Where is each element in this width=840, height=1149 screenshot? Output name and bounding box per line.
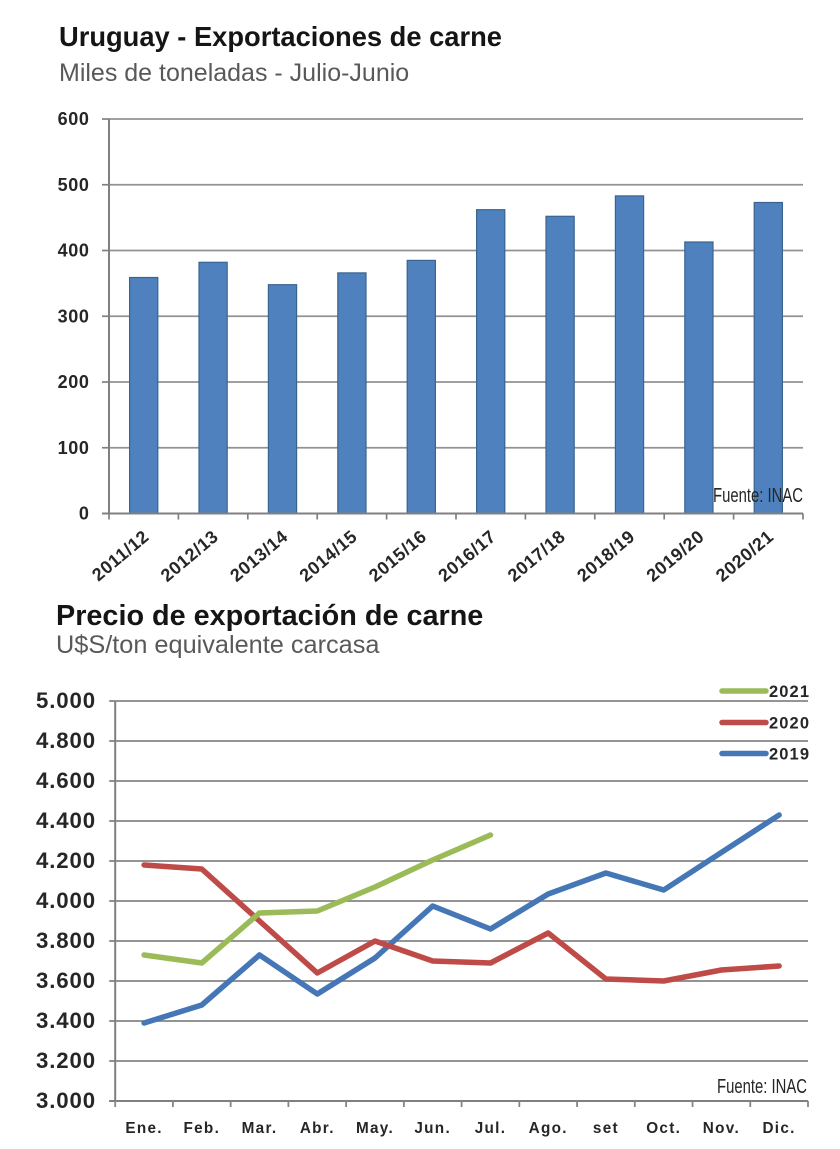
svg-text:4.400: 4.400 bbox=[36, 808, 96, 833]
svg-text:3.400: 3.400 bbox=[36, 1008, 96, 1033]
svg-text:0: 0 bbox=[79, 504, 90, 524]
svg-text:500: 500 bbox=[58, 175, 90, 195]
svg-text:Nov.: Nov. bbox=[703, 1120, 740, 1137]
svg-text:2021: 2021 bbox=[769, 683, 810, 701]
svg-text:4.000: 4.000 bbox=[36, 888, 96, 913]
svg-text:Ago.: Ago. bbox=[529, 1120, 568, 1137]
svg-text:5.000: 5.000 bbox=[36, 688, 96, 713]
svg-text:Jul.: Jul. bbox=[475, 1120, 507, 1137]
svg-text:3.000: 3.000 bbox=[36, 1088, 96, 1113]
svg-text:Dic.: Dic. bbox=[762, 1120, 795, 1137]
svg-text:U$S/ton equivalente carcasa: U$S/ton equivalente carcasa bbox=[56, 631, 380, 659]
svg-text:300: 300 bbox=[58, 306, 90, 326]
svg-text:600: 600 bbox=[58, 109, 90, 129]
svg-text:Uruguay - Exportaciones de car: Uruguay - Exportaciones de carne bbox=[59, 21, 502, 52]
svg-text:3.600: 3.600 bbox=[36, 968, 96, 993]
svg-text:Fuente: INAC: Fuente: INAC bbox=[717, 1076, 807, 1098]
svg-text:3.200: 3.200 bbox=[36, 1048, 96, 1073]
svg-text:3.800: 3.800 bbox=[36, 928, 96, 953]
svg-text:Miles de toneladas - Julio-Jun: Miles de toneladas - Julio-Junio bbox=[59, 59, 409, 87]
svg-text:Jun.: Jun. bbox=[414, 1120, 451, 1137]
svg-text:4.800: 4.800 bbox=[36, 728, 96, 753]
svg-text:Mar.: Mar. bbox=[242, 1120, 278, 1137]
svg-text:set: set bbox=[593, 1120, 619, 1137]
svg-text:Oct.: Oct. bbox=[646, 1120, 681, 1137]
svg-text:Fuente: INAC: Fuente: INAC bbox=[713, 485, 803, 507]
svg-text:May.: May. bbox=[356, 1120, 394, 1137]
svg-text:Ene.: Ene. bbox=[125, 1120, 163, 1137]
svg-text:400: 400 bbox=[58, 241, 90, 261]
svg-text:Abr.: Abr. bbox=[300, 1120, 335, 1137]
svg-text:Feb.: Feb. bbox=[183, 1120, 220, 1137]
svg-text:100: 100 bbox=[58, 438, 90, 458]
svg-text:4.200: 4.200 bbox=[36, 848, 96, 873]
svg-text:2020: 2020 bbox=[769, 714, 810, 732]
svg-text:200: 200 bbox=[58, 372, 90, 392]
svg-text:Precio de exportación de carne: Precio de exportación de carne bbox=[56, 600, 483, 632]
svg-text:2019: 2019 bbox=[769, 745, 810, 763]
svg-text:4.600: 4.600 bbox=[36, 768, 96, 793]
